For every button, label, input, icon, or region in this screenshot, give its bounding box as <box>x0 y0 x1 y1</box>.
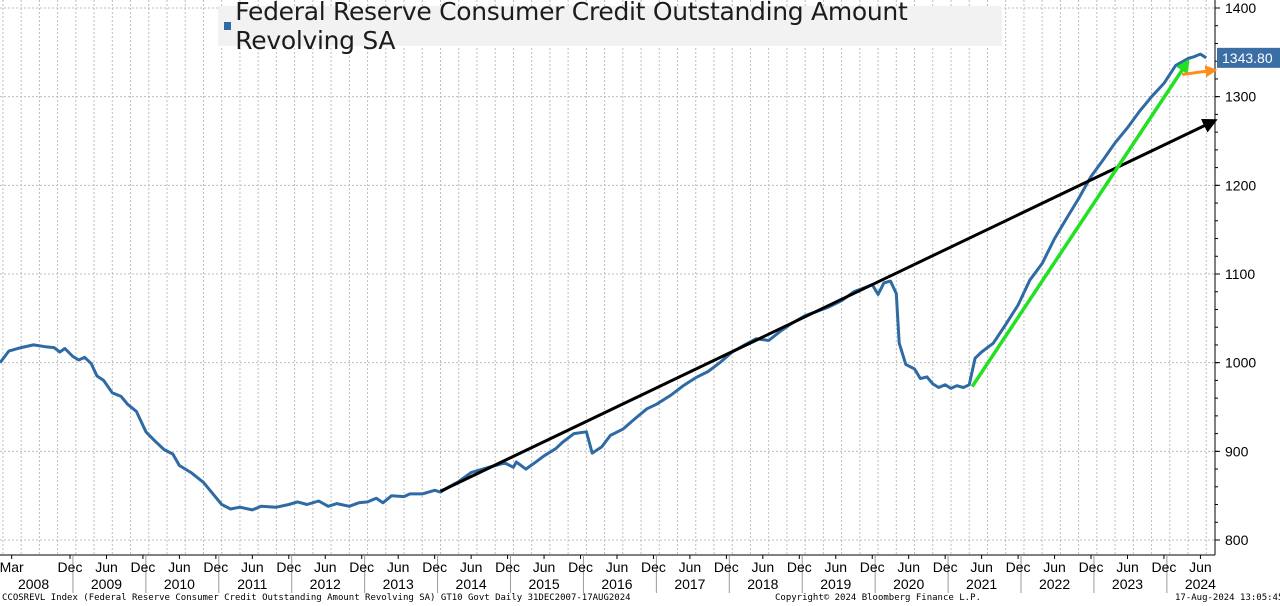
footer-source: CCOSREVL Index (Federal Reserve Consumer… <box>2 593 631 603</box>
x-year-label: 2011 <box>237 576 267 592</box>
x-year-label: 2012 <box>310 576 341 592</box>
x-tick-label: Mar <box>0 559 24 575</box>
x-year-label: 2016 <box>601 576 632 592</box>
axes <box>0 0 1220 593</box>
x-tick-label: Dec <box>641 559 666 575</box>
y-tick-label: 1200 <box>1225 177 1256 193</box>
x-year-label: 2019 <box>820 576 851 592</box>
legend-marker <box>224 22 232 30</box>
x-year-label: 2015 <box>528 576 559 592</box>
x-tick-label: Dec <box>58 559 83 575</box>
y-tick-label: 1000 <box>1225 355 1256 371</box>
trend-arrow-black <box>439 119 1218 493</box>
x-tick-label: Dec <box>1079 559 1104 575</box>
series-line <box>0 52 1208 512</box>
x-tick-label: Dec <box>203 559 228 575</box>
x-year-label: 2020 <box>893 576 924 592</box>
x-year-label: 2021 <box>966 576 997 592</box>
x-tick-label: Jun <box>387 559 410 575</box>
x-year-label: 2013 <box>383 576 414 592</box>
series <box>0 52 1208 512</box>
x-tick-label: Jun <box>897 559 920 575</box>
chart-title: Federal Reserve Consumer Credit Outstand… <box>235 0 908 55</box>
labels: 800 900 1000 1100 1200 1300 1400 Mar Dec Jun Dec Ju… <box>0 0 1280 592</box>
y-tick-label: 1300 <box>1225 89 1256 105</box>
x-year-label: 2017 <box>674 576 705 592</box>
y-tick-label: 1100 <box>1225 266 1255 282</box>
annotations <box>439 58 1218 493</box>
x-tick-label: Jun <box>533 559 556 575</box>
x-tick-label: Dec <box>933 559 958 575</box>
x-tick-label: Jun <box>752 559 775 575</box>
x-tick-label: Jun <box>168 559 191 575</box>
x-tick-label: Dec <box>860 559 885 575</box>
x-tick-label: Jun <box>460 559 483 575</box>
x-tick-label: Dec <box>1151 559 1176 575</box>
x-tick-label: Dec <box>495 559 520 575</box>
x-tick-label: Jun <box>1189 559 1212 575</box>
x-year-label: 2023 <box>1112 576 1143 592</box>
footer-timestamp: 17-Aug-2024 13:05:45 <box>1175 593 1280 603</box>
x-tick-label: Jun <box>970 559 993 575</box>
x-tick-label: Jun <box>606 559 629 575</box>
footer-copyright: Copyright© 2024 Bloomberg Finance L.P. <box>775 593 981 603</box>
x-tick-label: Jun <box>824 559 847 575</box>
x-tick-label: Jun <box>241 559 264 575</box>
y-tick-label: 900 <box>1225 443 1249 459</box>
grid <box>0 0 1215 555</box>
x-tick-label: Dec <box>130 559 155 575</box>
y-tick-label: 800 <box>1225 532 1249 548</box>
x-tick-label: Dec <box>349 559 374 575</box>
last-value-label: 1343.80 <box>1222 50 1273 66</box>
x-year-label: 2010 <box>164 576 195 592</box>
last-value-badge <box>1217 47 1280 68</box>
x-year-label: 2008 <box>18 576 49 592</box>
x-tick-label: Jun <box>1043 559 1066 575</box>
x-tick-label: Dec <box>568 559 593 575</box>
chart-title-box: Federal Reserve Consumer Credit Outstand… <box>218 0 1002 55</box>
trend-arrow-orange <box>1181 65 1218 78</box>
x-tick-label: Dec <box>787 559 812 575</box>
x-tick-label: Dec <box>714 559 739 575</box>
x-tick-label: Dec <box>1006 559 1031 575</box>
x-year-label: 2014 <box>456 576 487 592</box>
x-tick-label: Jun <box>1116 559 1139 575</box>
x-year-label: 2018 <box>747 576 778 592</box>
y-tick-label: 1400 <box>1225 0 1256 16</box>
x-tick-label: Jun <box>314 559 337 575</box>
x-tick-label: Dec <box>276 559 301 575</box>
x-tick-label: Jun <box>95 559 118 575</box>
x-year-label: 2024 <box>1185 576 1216 592</box>
x-year-label: 2022 <box>1039 576 1070 592</box>
x-tick-label: Dec <box>422 559 447 575</box>
trend-arrow-green <box>970 58 1190 388</box>
x-tick-label: Jun <box>679 559 702 575</box>
x-year-label: 2009 <box>91 576 122 592</box>
